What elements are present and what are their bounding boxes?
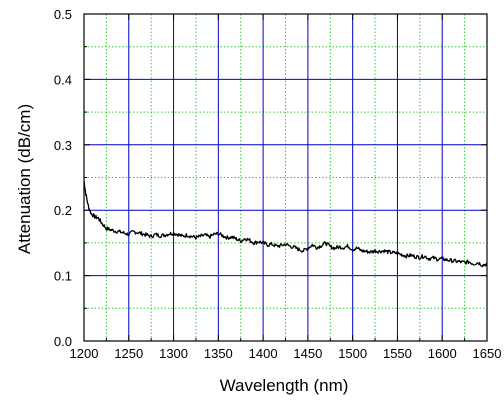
- x-tick-label: 1600: [428, 346, 457, 361]
- x-tick-label: 1450: [293, 346, 322, 361]
- y-tick-label: 0.5: [54, 7, 72, 22]
- major-grid: [84, 14, 487, 341]
- x-tick-label: 1400: [249, 346, 278, 361]
- y-axis-title: Attenuation (dB/cm): [15, 104, 34, 254]
- x-tick-label: 1300: [159, 346, 188, 361]
- x-tick-labels: 1200 1250 1300 1350 1400 1450 1500 1550 1600 1650: [70, 346, 502, 361]
- y-tick-label: 0.2: [54, 203, 72, 218]
- y-tick-label: 0.4: [54, 72, 72, 87]
- x-tick-label: 1200: [70, 346, 99, 361]
- y-tick-label: 0.0: [54, 334, 72, 349]
- x-tick-label: 1500: [338, 346, 367, 361]
- y-tick-label: 0.1: [54, 269, 72, 284]
- minor-grid: [84, 14, 487, 341]
- series-layer: [83, 180, 488, 268]
- attenuation-series-line: [83, 180, 488, 268]
- y-tick-label: 0.3: [54, 138, 72, 153]
- x-tick-label: 1550: [383, 346, 412, 361]
- x-tick-label: 1350: [204, 346, 233, 361]
- axis-ticks: [83, 13, 488, 342]
- x-tick-label: 1250: [114, 346, 143, 361]
- x-tick-label: 1650: [473, 346, 502, 361]
- x-axis-title: Wavelength (nm): [220, 376, 349, 395]
- y-tick-labels: 0.0 0.1 0.2 0.3 0.4 0.5: [54, 7, 72, 349]
